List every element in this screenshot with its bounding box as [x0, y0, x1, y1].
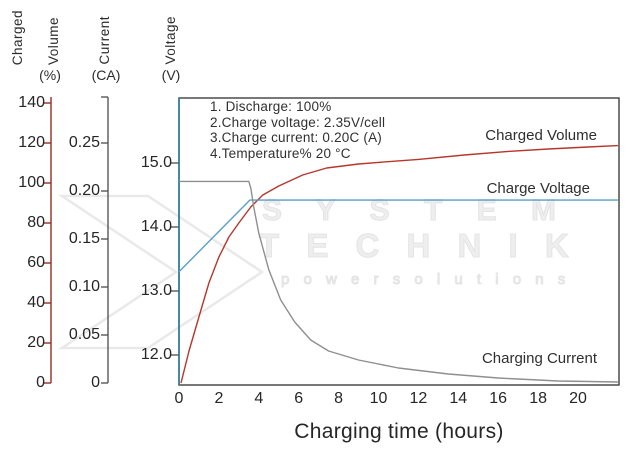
tick-label-x: 0	[174, 390, 184, 407]
tick-label-charged-volume: 60	[27, 254, 45, 271]
tick-label-x: 20	[569, 390, 587, 407]
series-current	[179, 180, 618, 383]
test-conditions-list: 1. Discharge: 100% 2.Charge voltage: 2.35…	[210, 99, 385, 161]
tick-label-voltage: 12.0	[140, 346, 172, 363]
watermark-line2: T E C H N I K	[259, 227, 578, 265]
watermark-arrow-icon	[57, 194, 265, 350]
label-charging-current: Charging Current	[481, 350, 597, 367]
tick-label-x: 2	[214, 390, 224, 407]
tick-label-current: 0.20	[68, 182, 100, 199]
tick-label-current: 0	[91, 374, 100, 391]
label-charge-voltage: Charge Voltage	[486, 180, 590, 197]
tick-label-charged-volume: 0	[36, 374, 45, 391]
axis-unit-percent: (%)	[39, 67, 61, 83]
tick-label-x: 18	[529, 390, 547, 407]
tick-label-charged-volume: 80	[27, 214, 45, 231]
test-condition-line: 4.Temperature% 20 °C	[210, 145, 351, 161]
tick-label-current: 0.05	[68, 326, 100, 343]
label-charged-volume: Charged Volume	[485, 127, 597, 144]
tick-label-voltage: 13.0	[140, 282, 172, 299]
axis-unit-v: (V)	[161, 67, 181, 83]
test-condition-line: 3.Charge current: 0.20C (A)	[210, 130, 382, 145]
series-charged_volume	[180, 144, 618, 384]
tick-label-charged-volume: 40	[27, 294, 45, 311]
tick-label-current: 0.25	[68, 134, 100, 151]
tick-label-x: 12	[409, 390, 428, 407]
axis-title-voltage: Voltage	[163, 16, 178, 65]
x-axis-title: Charging time (hours)	[294, 420, 504, 443]
axis-title-volume: Volume	[46, 16, 61, 65]
tick-label-charged-volume: 100	[18, 174, 45, 191]
test-condition-line: 1. Discharge: 100%	[210, 99, 332, 114]
tick-label-x: 10	[369, 390, 388, 407]
tick-label-voltage: 15.0	[140, 154, 172, 171]
tick-label-current: 0.15	[68, 230, 100, 247]
axis-title-charged: Charged	[10, 9, 25, 65]
watermark-line3: p o w e r s o l u t i o n s	[280, 271, 571, 289]
tick-label-x: 14	[449, 390, 468, 407]
tick-label-x: 8	[334, 390, 344, 407]
tick-label-voltage: 14.0	[140, 218, 172, 235]
watermark-line1: S Y S T E M	[262, 194, 569, 228]
tick-label-current: 0.10	[68, 278, 100, 295]
test-condition-line: 2.Charge voltage: 2.35V/cell	[210, 114, 386, 130]
tick-label-x: 16	[489, 390, 508, 407]
tick-label-charged-volume: 140	[18, 94, 45, 111]
tick-label-x: 4	[254, 390, 264, 407]
series-voltage	[178, 199, 618, 273]
tick-label-x: 6	[294, 390, 304, 407]
axis-unit-ca: (CA)	[91, 67, 121, 83]
tick-label-charged-volume: 20	[27, 334, 45, 351]
axis-title-current: Current	[97, 16, 112, 65]
tick-label-charged-volume: 120	[18, 134, 45, 151]
